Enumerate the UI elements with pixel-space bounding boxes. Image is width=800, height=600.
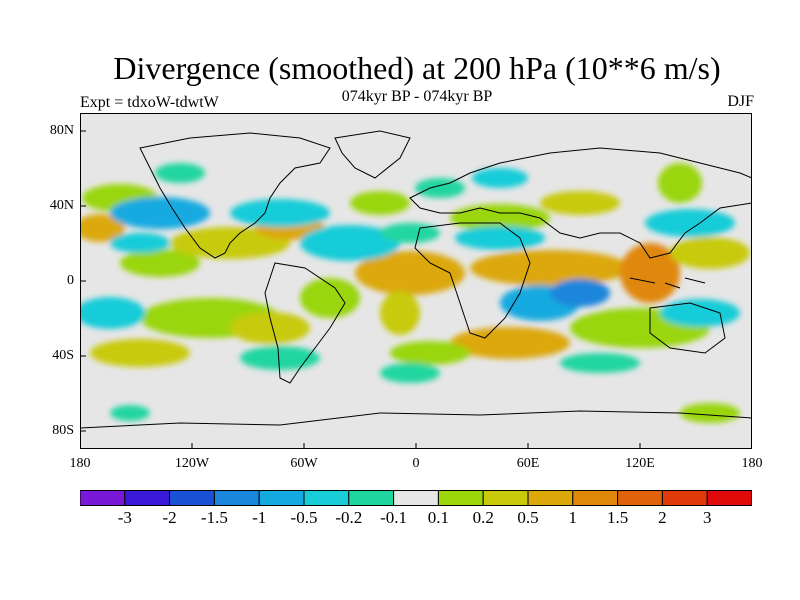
- coastlines: [80, 130, 752, 429]
- lat-label-80s: 80S: [52, 423, 74, 438]
- experiment-label: Expt = tdxoW-tdwtW: [80, 94, 219, 111]
- season-label: DJF: [727, 93, 754, 110]
- lon-label-60w: 60W: [290, 456, 318, 471]
- legend-label: 1: [568, 508, 578, 527]
- legend-label: -1: [252, 508, 267, 527]
- legend-label: 1.5: [606, 508, 629, 527]
- legend-swatch: [258, 490, 305, 506]
- legend-swatch: [393, 490, 439, 506]
- divergence-map: [80, 113, 752, 449]
- legend-label: -2: [162, 508, 177, 527]
- legend-swatch: [482, 490, 529, 506]
- legend-label: -1.5: [200, 508, 228, 527]
- legend-swatch: [348, 490, 395, 506]
- legend-label: -3: [117, 508, 132, 527]
- legend-swatch: [527, 490, 574, 506]
- legend-swatch: [706, 490, 752, 506]
- lon-label-60e: 60E: [516, 456, 540, 471]
- legend-label: 0.2: [472, 508, 494, 527]
- legend-swatch: [572, 490, 619, 506]
- legend-swatch: [213, 490, 260, 506]
- map-title: Divergence (smoothed) at 200 hPa (10**6 …: [113, 50, 721, 86]
- legend-label: 0.5: [517, 508, 539, 527]
- legend-swatch: [124, 490, 171, 506]
- divergence-field: [80, 163, 750, 423]
- map-border: [80, 113, 752, 449]
- legend-swatch: [303, 490, 350, 506]
- map-subtitle: 074kyr BP - 074kyr BP: [341, 88, 493, 105]
- color-legend: [80, 490, 752, 506]
- legend-label: -0.5: [290, 508, 318, 527]
- lat-label-0: 0: [67, 273, 74, 288]
- lon-label-120e: 120E: [625, 456, 655, 471]
- lat-label-80n: 80N: [49, 123, 74, 138]
- lon-label-180w: 180: [69, 456, 91, 471]
- lon-label-180e: 180: [741, 456, 763, 471]
- legend-label: -0.1: [380, 508, 408, 527]
- legend-swatch: [617, 490, 663, 506]
- legend-label: 3: [702, 508, 712, 527]
- legend-swatch: [169, 490, 215, 506]
- legend-label: 0.1: [427, 508, 450, 527]
- legend-label: 2: [658, 508, 667, 527]
- legend-bar: [80, 490, 752, 506]
- legend-swatch: [437, 490, 484, 506]
- map-canvas: [80, 113, 752, 449]
- lat-label-40n: 40N: [49, 198, 74, 213]
- legend-label: -0.2: [335, 508, 363, 527]
- legend-swatch: [661, 490, 708, 506]
- lat-label-40s: 40S: [52, 348, 74, 363]
- lon-label-0: 0: [412, 456, 420, 471]
- lon-label-120w: 120W: [174, 456, 210, 471]
- legend-swatch: [80, 490, 126, 506]
